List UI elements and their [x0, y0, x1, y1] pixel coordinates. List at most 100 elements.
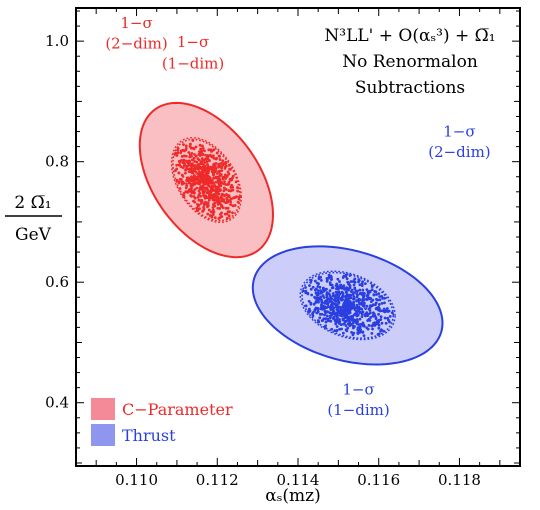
scatter-point-c-parameter — [187, 151, 191, 154]
scatter-point-thrust — [314, 306, 318, 310]
scatter-point-thrust — [316, 284, 320, 288]
scatter-point-c-parameter — [233, 204, 237, 207]
scatter-point-thrust — [319, 279, 323, 282]
scatter-point-c-parameter — [211, 197, 215, 201]
scatter-point-c-parameter — [236, 186, 239, 189]
scatter-point-c-parameter — [190, 186, 193, 190]
scatter-point-thrust — [345, 286, 349, 290]
scatter-point-thrust — [341, 298, 344, 302]
scatter-point-c-parameter — [192, 147, 196, 151]
scatter-point-thrust — [347, 281, 351, 285]
scatter-point-c-parameter — [233, 196, 236, 199]
scatter-point-thrust — [321, 319, 325, 322]
scatter-point-c-parameter — [207, 159, 211, 163]
scatter-point-c-parameter — [205, 160, 209, 164]
scatter-point-c-parameter — [182, 163, 186, 167]
legend-swatch-thrust — [91, 424, 115, 446]
scatter-point-c-parameter — [201, 146, 205, 150]
annotations: 1−σ (2−dim) 1−σ (1−dim) 1−σ (2−dim) 1−σ (1−dim) — [105, 14, 490, 419]
scatter-point-c-parameter — [186, 167, 190, 171]
annotation-thrust-3: (1−dim) — [327, 401, 389, 419]
scatter-point-c-parameter — [226, 170, 230, 174]
scatter-point-thrust — [365, 288, 369, 292]
scatter-point-c-parameter — [212, 162, 216, 166]
scatter-point-c-parameter — [200, 157, 204, 160]
scatter-point-thrust — [355, 292, 358, 295]
scatter-point-thrust — [344, 324, 348, 328]
scatter-point-c-parameter — [211, 180, 215, 184]
scatter-point-thrust — [344, 328, 348, 332]
scatter-point-thrust — [336, 320, 340, 324]
scatter-point-c-parameter — [227, 214, 231, 218]
scatter-point-c-parameter — [224, 183, 228, 186]
scatter-point-thrust — [383, 296, 387, 300]
scatter-point-c-parameter — [224, 188, 228, 191]
scatter-point-c-parameter — [220, 204, 224, 208]
scatter-point-thrust — [347, 288, 350, 292]
x-tick-label: 0.114 — [277, 471, 320, 489]
scatter-point-thrust — [304, 291, 308, 295]
scatter-point-thrust — [359, 291, 362, 295]
scatter-point-thrust — [311, 312, 314, 316]
scatter-point-c-parameter — [231, 204, 235, 208]
scatter-point-c-parameter — [195, 160, 199, 164]
scatter-point-thrust — [332, 315, 336, 319]
scatter-point-thrust — [352, 300, 356, 304]
scatter-point-thrust — [320, 303, 323, 307]
x-tick-label: 0.116 — [357, 471, 400, 489]
scatter-point-c-parameter — [190, 175, 193, 179]
scatter-point-c-parameter — [196, 202, 199, 206]
y-tick-label: 0.4 — [45, 394, 69, 412]
scatter-point-thrust — [327, 292, 331, 295]
scatter-point-c-parameter — [198, 187, 202, 191]
scatter-point-thrust — [343, 322, 346, 326]
scatter-point-thrust — [315, 296, 319, 300]
scatter-point-c-parameter — [184, 148, 188, 152]
scatter-point-c-parameter — [231, 174, 235, 178]
scatter-point-c-parameter — [197, 164, 201, 168]
confidence-regions — [138, 101, 444, 366]
scatter-point-c-parameter — [204, 157, 208, 161]
scatter-point-thrust — [331, 286, 335, 290]
scatter-point-thrust — [334, 287, 338, 291]
scatter-point-c-parameter — [216, 192, 220, 196]
scatter-point-thrust — [388, 314, 392, 318]
scatter-point-c-parameter — [201, 185, 205, 188]
scatter-point-thrust — [309, 278, 313, 282]
scatter-point-thrust — [311, 285, 315, 289]
scatter-point-c-parameter — [198, 207, 201, 211]
scatter-point-c-parameter — [204, 200, 207, 204]
plot-border — [75, 7, 521, 467]
scatter-point-c-parameter — [184, 168, 187, 172]
scatter-point-thrust — [313, 288, 317, 292]
scatter-point-thrust — [348, 323, 352, 327]
scatter-point-thrust — [371, 323, 375, 327]
scatter-point-thrust — [360, 301, 364, 305]
scatter-point-thrust — [371, 303, 374, 307]
scatter-point-thrust — [379, 315, 383, 319]
scatter-point-c-parameter — [221, 164, 225, 167]
scatter-point-thrust — [341, 331, 345, 335]
legend: C−Parameter Thrust — [91, 398, 233, 446]
scatter-point-thrust — [329, 319, 333, 323]
y-axis-label-numerator: 2 Ω̅₁ — [14, 193, 51, 213]
scatter-point-c-parameter — [175, 178, 179, 182]
ellipse-1dim-thrust — [301, 271, 395, 340]
scatter-point-c-parameter — [226, 183, 230, 186]
scatter-point-c-parameter — [230, 197, 233, 201]
scatter-point-thrust — [353, 325, 356, 328]
scatter-point-c-parameter — [218, 207, 222, 210]
scatter-point-c-parameter — [209, 186, 213, 190]
scatter-point-thrust — [351, 321, 355, 325]
annotation-c-parameter-1: (2−dim) — [105, 34, 167, 52]
scatter-point-thrust — [356, 331, 360, 335]
scatter-point-c-parameter — [192, 182, 196, 185]
x-tick-label: 0.118 — [438, 471, 481, 489]
scatter-point-thrust — [336, 308, 340, 311]
scatter-point-c-parameter — [204, 187, 207, 191]
scatter-point-thrust — [343, 316, 347, 320]
scatter-point-c-parameter — [185, 176, 189, 180]
scatter-point-thrust — [367, 290, 371, 293]
scatter-point-c-parameter — [220, 215, 224, 218]
scatter-point-thrust — [316, 289, 320, 293]
